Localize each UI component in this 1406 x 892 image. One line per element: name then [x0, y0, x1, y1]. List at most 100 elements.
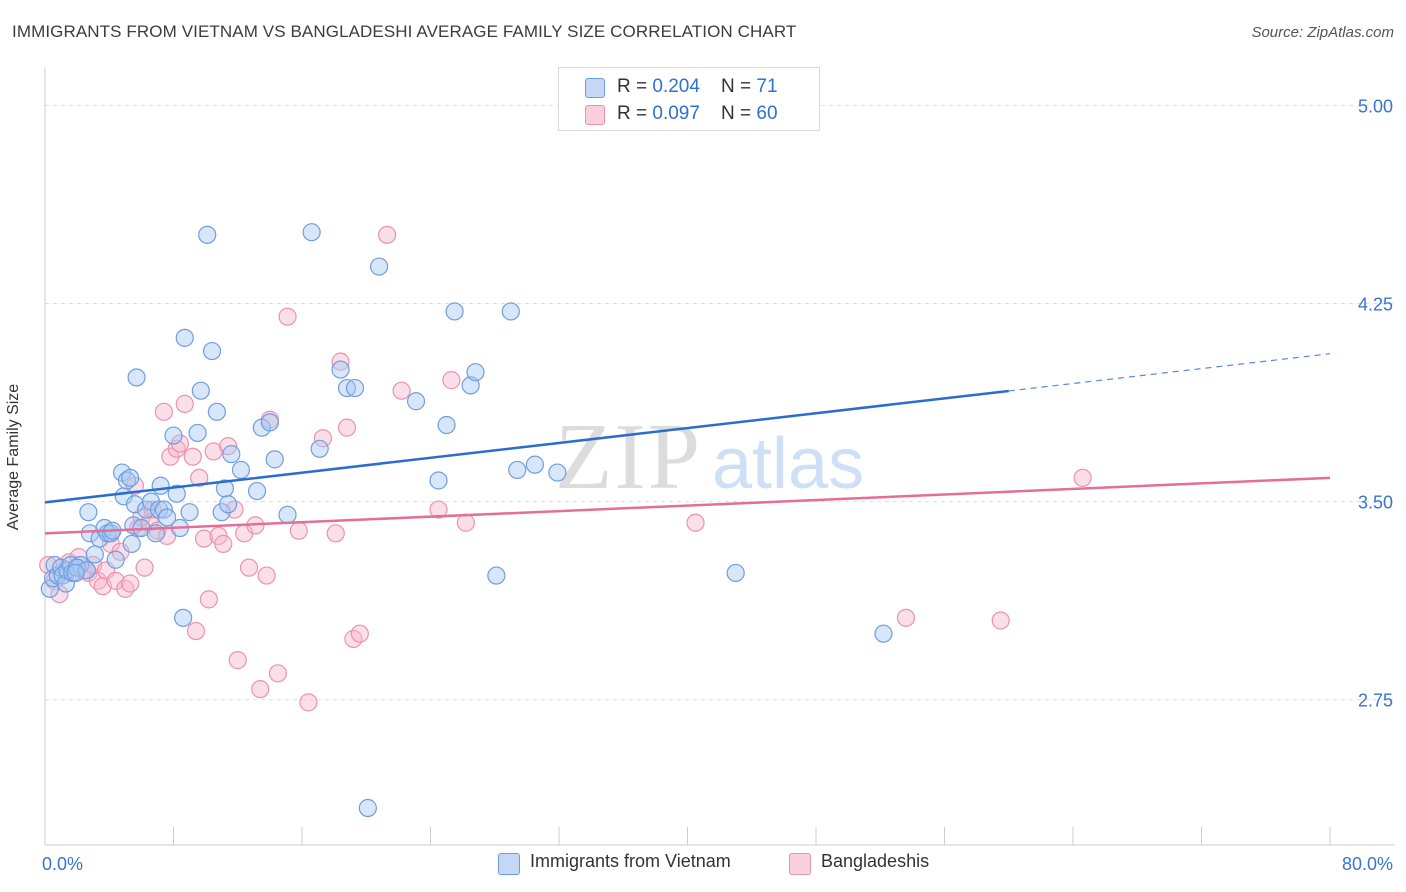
data-point-vietnam: [66, 563, 85, 583]
r-value: 0.097: [652, 103, 700, 124]
data-point-bangladeshis: [378, 225, 397, 244]
data-point-vietnam: [508, 460, 527, 480]
data-point-bangladeshis: [183, 447, 202, 466]
data-point-vietnam: [260, 413, 279, 432]
data-point-vietnam: [157, 508, 177, 527]
data-point-vietnam: [525, 455, 545, 474]
data-point-vietnam: [164, 426, 183, 445]
gridlines: [45, 104, 1395, 701]
data-point-vietnam: [122, 534, 141, 553]
data-point-vietnam: [174, 608, 193, 627]
x-tick-label: 80.0%: [1342, 854, 1393, 874]
r-label: R =: [617, 103, 653, 124]
data-point-bangladeshis: [50, 584, 69, 604]
data-point-bangladeshis: [186, 621, 206, 641]
data-point-vietnam: [501, 302, 520, 321]
data-point-vietnam: [191, 381, 210, 400]
data-point-bangladeshis: [257, 566, 276, 585]
data-point-bangladeshis: [456, 513, 475, 532]
data-point-vietnam: [40, 579, 59, 598]
data-point-bangladeshis: [135, 558, 154, 577]
data-point-vietnam: [358, 798, 377, 818]
data-point-vietnam: [345, 378, 365, 398]
vietnam-points: [40, 223, 893, 818]
data-point-vietnam: [222, 444, 241, 464]
data-point-vietnam: [207, 402, 226, 421]
blue-swatch: [585, 78, 605, 98]
data-point-vietnam: [121, 468, 140, 487]
trendline-bangladeshis: [44, 476, 1331, 535]
r-label: R =: [617, 76, 653, 97]
data-point-vietnam: [167, 484, 186, 503]
data-point-vietnam: [106, 550, 125, 569]
n-value: 71: [756, 76, 778, 97]
data-point-bangladeshis: [228, 651, 247, 670]
data-point-vietnam: [79, 503, 98, 522]
data-point-bangladeshis: [289, 521, 308, 540]
pink-swatch: [789, 853, 811, 875]
data-point-vietnam: [117, 471, 137, 490]
bangladeshis-points: [39, 225, 1092, 712]
data-point-bangladeshis: [896, 608, 916, 627]
watermark-zip: ZIP: [555, 405, 702, 509]
data-point-vietnam: [278, 505, 297, 524]
data-point-vietnam: [310, 439, 329, 458]
x-tick-label: 0.0%: [42, 854, 83, 874]
y-tick-label: 4.25: [1358, 295, 1393, 315]
data-point-vietnam: [188, 423, 207, 443]
n-label: N =: [721, 76, 757, 97]
data-point-vietnam: [331, 360, 350, 379]
trendline-vietnam: [44, 389, 1009, 504]
data-point-vietnam: [247, 481, 267, 501]
data-point-vietnam: [202, 341, 222, 361]
watermark-atlas: atlas: [712, 424, 864, 504]
n-value: 60: [756, 103, 778, 124]
data-point-bangladeshis: [429, 500, 448, 519]
data-point-bangladeshis: [199, 590, 218, 609]
data-point-vietnam: [406, 392, 426, 411]
data-point-bangladeshis: [190, 468, 209, 487]
data-point-vietnam: [127, 368, 146, 387]
axes: [44, 68, 1395, 846]
data-point-vietnam: [231, 460, 251, 480]
data-point-bangladeshis: [251, 680, 270, 699]
data-point-vietnam: [445, 302, 464, 321]
data-point-bangladeshis: [313, 429, 332, 448]
stats-box: R = 0.204 N = 71 R = 0.097 N = 60: [558, 67, 820, 131]
data-point-vietnam: [180, 503, 199, 522]
y-tick-label: 2.75: [1358, 691, 1393, 711]
data-point-bangladeshis: [194, 529, 214, 548]
data-point-vietnam: [219, 495, 238, 514]
trendline-vietnam-extension: [1008, 353, 1331, 392]
data-point-bangladeshis: [268, 664, 288, 683]
data-point-vietnam: [466, 363, 485, 382]
data-point-bangladeshis: [154, 402, 173, 421]
legend-label: Bangladeshis: [821, 851, 930, 871]
watermark: ZIP atlas: [555, 405, 864, 509]
data-point-bangladeshis: [991, 611, 1010, 630]
chart-title: IMMIGRANTS FROM VIETNAM VS BANGLADESHI A…: [12, 22, 797, 41]
data-point-vietnam: [151, 476, 170, 495]
data-point-vietnam: [198, 225, 217, 244]
data-point-bangladeshis: [121, 574, 140, 593]
source-credit: Source: ZipAtlas.com: [1251, 24, 1394, 41]
data-point-bangladeshis: [175, 394, 194, 413]
data-point-vietnam: [429, 471, 448, 490]
data-point-bangladeshis: [278, 307, 297, 326]
pink-swatch: [585, 105, 605, 125]
data-point-vietnam: [77, 561, 96, 580]
n-label: N =: [721, 103, 757, 124]
data-point-bangladeshis: [326, 524, 345, 543]
blue-swatch: [498, 853, 520, 875]
tick-labels: 2.75 3.50 4.25 5.00 0.0% 80.0%: [42, 96, 1393, 874]
y-tick-label: 5.00: [1358, 96, 1393, 116]
data-point-bangladeshis: [442, 371, 461, 390]
data-point-vietnam: [265, 450, 284, 469]
data-point-bangladeshis: [392, 381, 411, 400]
data-point-bangladeshis: [350, 624, 369, 643]
trendlines: [44, 353, 1331, 535]
y-axis-label: Average Family Size: [5, 383, 22, 531]
data-point-vietnam: [487, 566, 506, 585]
r-value: 0.204: [652, 76, 700, 97]
